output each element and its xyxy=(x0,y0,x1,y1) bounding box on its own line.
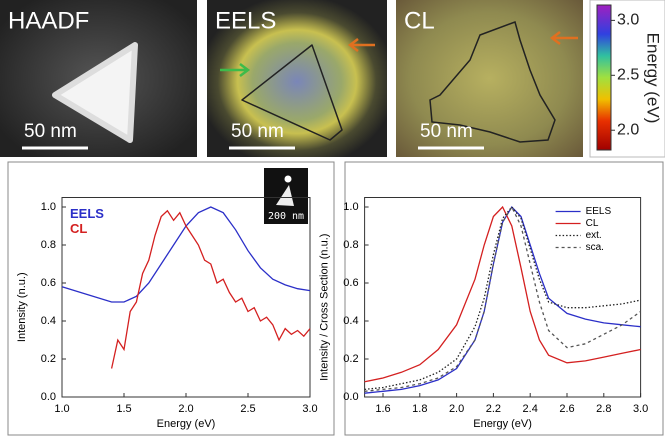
legend-label: CL xyxy=(70,221,87,236)
x-tick-label: 2.0 xyxy=(449,403,464,415)
colorbar-tick-label: 2.0 xyxy=(617,121,639,138)
series-line xyxy=(110,209,311,369)
y-axis-label: Intensity (n.u.) xyxy=(16,272,28,342)
legend-label: EELS xyxy=(70,206,104,221)
x-tick-label: 1.0 xyxy=(54,403,69,415)
outline xyxy=(241,44,343,141)
x-tick-label: 1.6 xyxy=(375,403,390,415)
chart-frame xyxy=(7,161,335,436)
x-axis-label: Energy (eV) xyxy=(157,418,216,430)
x-tick-label: 1.5 xyxy=(116,403,131,415)
arrow xyxy=(347,38,375,52)
x-tick-label: 3.0 xyxy=(302,403,317,415)
panel-title: EELS xyxy=(215,7,276,34)
y-tick-label: 0.6 xyxy=(41,277,56,289)
legend-label: EELS xyxy=(586,206,612,217)
colorbar xyxy=(596,4,612,151)
y-tick-label: 0.8 xyxy=(343,239,358,251)
arrow xyxy=(549,31,578,45)
y-tick-label: 0.2 xyxy=(41,353,56,365)
series-line xyxy=(364,205,641,383)
y-tick-label: 0.0 xyxy=(41,391,56,403)
series-line xyxy=(61,206,311,303)
x-tick-label: 2.4 xyxy=(523,403,538,415)
y-tick-label: 0.6 xyxy=(343,277,358,289)
legend-label: CL xyxy=(586,218,599,229)
series-line xyxy=(364,205,641,391)
outline xyxy=(429,21,556,143)
x-axis-label: Energy (eV) xyxy=(473,418,532,430)
x-tick-label: 2.8 xyxy=(596,403,611,415)
y-tick-label: 0.0 xyxy=(343,391,358,403)
plot-area xyxy=(61,197,311,398)
scale-bar-label: 50 nm xyxy=(24,121,77,142)
x-tick-label: 3.0 xyxy=(633,403,648,415)
series-line xyxy=(364,205,641,392)
inset-scale-bar: 200 nm xyxy=(268,211,304,222)
x-tick-label: 2.2 xyxy=(486,403,501,415)
y-tick-label: 0.8 xyxy=(41,239,56,251)
colorbar-label: Energy (eV) xyxy=(644,33,663,124)
inset-particle xyxy=(276,185,294,206)
y-tick-label: 1.0 xyxy=(343,201,358,213)
panel-title: HAADF xyxy=(8,7,89,34)
panel-title: CL xyxy=(404,7,435,34)
scale-bar-label: 50 nm xyxy=(420,121,473,142)
particle xyxy=(52,42,138,143)
arrow xyxy=(220,63,251,77)
eels-image xyxy=(207,0,387,157)
legend-label: sca. xyxy=(586,242,604,253)
y-axis-label: Intensity / Cross Section (n.u.) xyxy=(319,234,331,381)
x-tick-label: 2.6 xyxy=(559,403,574,415)
plot-area xyxy=(364,197,642,398)
colorbar-tick-label: 2.5 xyxy=(617,67,639,84)
scale-bar-label: 50 nm xyxy=(231,121,284,142)
x-tick-label: 2.5 xyxy=(240,403,255,415)
colorbar-tick-label: 3.0 xyxy=(617,12,639,29)
x-tick-label: 2.0 xyxy=(178,403,193,415)
inset-dot xyxy=(284,175,292,183)
x-tick-label: 1.8 xyxy=(412,403,427,415)
y-tick-label: 0.4 xyxy=(343,315,358,327)
y-tick-label: 1.0 xyxy=(41,201,56,213)
y-tick-label: 0.2 xyxy=(343,353,358,365)
legend-label: ext. xyxy=(586,230,602,241)
y-tick-label: 0.4 xyxy=(41,315,56,327)
chart-frame xyxy=(344,161,664,436)
